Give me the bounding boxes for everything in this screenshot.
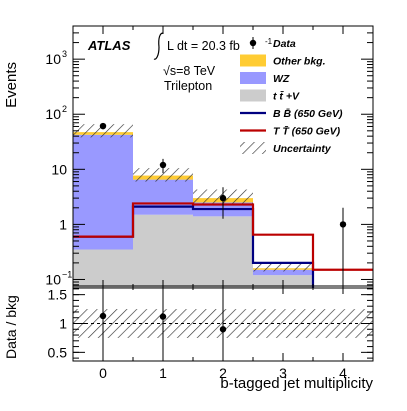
main-y-axis-label: Events [3,62,20,108]
legend-swatch-2 [240,72,266,84]
data-point-2 [219,194,227,202]
x-tick-label-1: 1 [159,365,167,381]
ratio-point-0 [99,312,107,320]
stack-bar-0-bin-1 [133,214,193,288]
uncertainty-band-bin-0 [73,124,133,138]
y-tick-exponent-0: −1 [62,269,72,279]
x-tick-label-0: 0 [99,365,107,381]
legend-swatch-1 [240,54,266,67]
legend-label-0: Data [273,38,296,50]
legend: Data Other bkg. WZ t t̄ +V B B̄ (650 GeV) T T… [240,37,343,155]
y-tick-label-2: 10 [51,161,67,177]
legend-label-6: Uncertainty [273,143,332,155]
uncertainty-band-bin-1 [133,168,193,182]
stack-bar-0-bin-2 [193,216,253,288]
ratio-y-tick-label-1: 1 [59,316,67,332]
stack-bar-1-bin-3 [253,269,313,276]
luminosity-superscript: -1 [265,37,273,46]
stack-bar-1-bin-1 [133,179,193,215]
ratio-point-2 [219,326,227,333]
y-tick-exponent-3: 2 [62,104,67,114]
uncertainty-band-bin-3 [253,262,313,272]
legend-label-1: Other bkg. [273,56,326,68]
ratio-y-tick-label-0: 0.5 [48,344,68,360]
ratio-y-tick-label-2: 1.5 [48,287,68,303]
y-tick-exponent-4: 3 [62,49,67,59]
ratio-point-1 [159,313,167,320]
channel-label: Trilepton [164,79,212,93]
legend-swatch-3 [240,89,266,102]
data-point-4 [339,221,347,228]
x-axis-label: b-tagged jet multiplicity [220,375,373,392]
y-tick-label-0: 10 [45,271,61,287]
y-tick-label-1: 1 [59,216,67,232]
legend-label-5: T T̄ (650 GeV) [273,125,341,137]
energy-label: √s=8 TeV [163,64,216,78]
ratio-y-axis-label: Data / bkg [3,295,19,359]
legend-label-4: B B̄ (650 GeV) [273,108,343,120]
x-tick-label-3: 3 [279,365,287,381]
legend-label-2: WZ [273,73,290,85]
ratio-panel: 0.5 1 1.5 0 1 2 3 4 Data / bkg b-tagged jet mul… [3,285,374,392]
y-tick-label-3: 10 [45,106,61,122]
atlas-label: ATLAS [87,38,131,53]
integral-sign [153,32,164,60]
legend-hatch-swatch [240,142,266,154]
x-tick-label-2: 2 [219,365,227,381]
data-point-1 [159,161,167,169]
y-tick-label-4: 10 [45,51,61,67]
data-point-0 [99,122,107,130]
luminosity-label: L dt = 20.3 fb [167,39,240,53]
legend-label-3: t t̄ +V [273,91,300,103]
stack-bar-1-bin-0 [73,134,133,250]
x-tick-label-4: 4 [339,365,347,381]
